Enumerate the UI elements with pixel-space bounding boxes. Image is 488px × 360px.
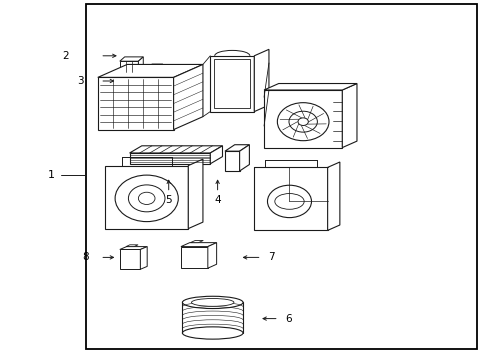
Polygon shape — [140, 247, 147, 269]
Polygon shape — [207, 243, 216, 268]
Polygon shape — [210, 146, 222, 164]
Polygon shape — [188, 159, 203, 229]
Circle shape — [288, 111, 317, 132]
Polygon shape — [254, 49, 268, 112]
Ellipse shape — [122, 73, 134, 76]
Polygon shape — [181, 247, 207, 268]
Polygon shape — [224, 151, 239, 171]
Polygon shape — [190, 240, 203, 243]
Circle shape — [277, 103, 328, 141]
Circle shape — [138, 192, 155, 204]
Circle shape — [297, 118, 308, 126]
Polygon shape — [120, 249, 140, 269]
Text: 2: 2 — [62, 51, 69, 61]
Polygon shape — [126, 245, 138, 247]
Polygon shape — [224, 145, 249, 151]
Polygon shape — [120, 247, 147, 249]
Polygon shape — [122, 75, 134, 84]
Polygon shape — [254, 167, 327, 230]
Polygon shape — [129, 146, 222, 153]
Polygon shape — [120, 61, 138, 72]
Ellipse shape — [122, 82, 134, 85]
Text: 5: 5 — [165, 195, 172, 205]
Circle shape — [115, 175, 178, 222]
Text: 1: 1 — [48, 170, 55, 180]
Polygon shape — [129, 153, 210, 164]
Polygon shape — [264, 84, 356, 90]
Text: 6: 6 — [285, 314, 291, 324]
Circle shape — [267, 185, 311, 217]
Text: 8: 8 — [82, 252, 89, 262]
Polygon shape — [264, 90, 342, 148]
Ellipse shape — [274, 194, 304, 209]
Polygon shape — [98, 64, 203, 77]
Text: 4: 4 — [214, 195, 221, 205]
Polygon shape — [342, 84, 356, 148]
Ellipse shape — [182, 296, 243, 309]
Polygon shape — [214, 59, 250, 108]
Polygon shape — [173, 64, 203, 130]
Circle shape — [128, 185, 164, 212]
Polygon shape — [181, 243, 216, 247]
Ellipse shape — [182, 327, 243, 339]
Polygon shape — [138, 57, 143, 72]
Bar — [85, 4, 476, 349]
Ellipse shape — [191, 298, 233, 306]
Polygon shape — [239, 145, 249, 171]
Polygon shape — [98, 77, 173, 130]
Polygon shape — [210, 56, 254, 112]
Polygon shape — [120, 57, 143, 61]
Polygon shape — [105, 166, 188, 229]
Polygon shape — [149, 64, 163, 67]
Text: 3: 3 — [77, 76, 84, 86]
Polygon shape — [327, 162, 339, 230]
Text: 7: 7 — [267, 252, 274, 262]
